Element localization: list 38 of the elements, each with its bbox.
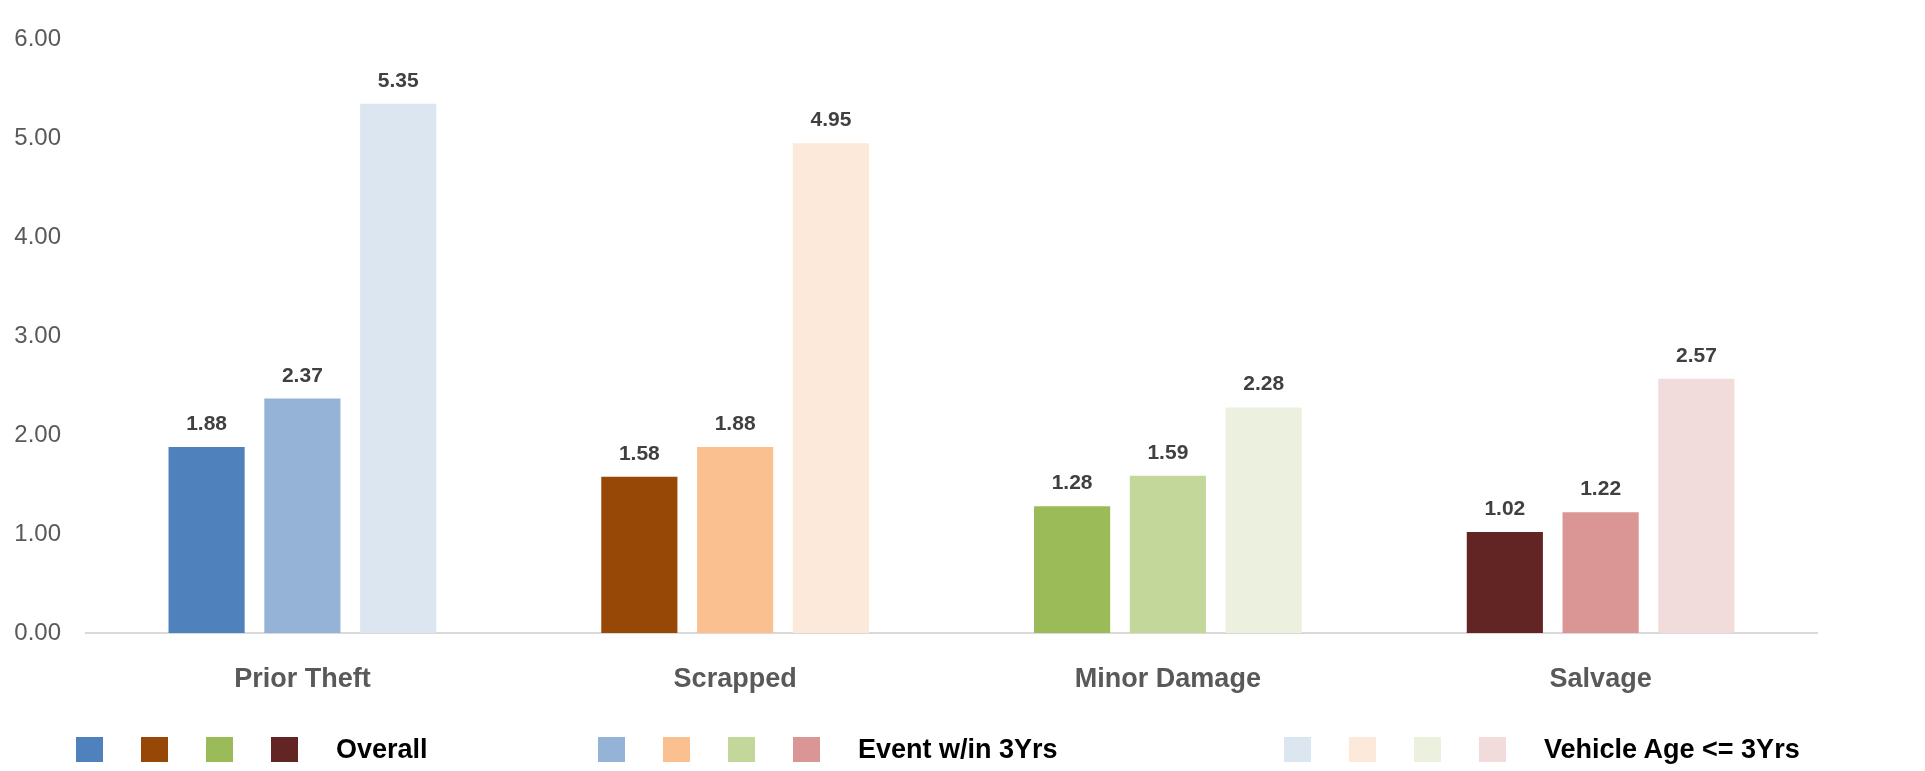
data-label: 2.37 [281,362,323,386]
y-tick-label: 0.00 [14,617,61,645]
y-tick-label: 6.00 [14,24,61,52]
bar [264,398,341,633]
data-label: 5.35 [377,67,419,91]
y-tick-label: 5.00 [14,122,61,150]
bar [697,447,774,633]
legend-label: Overall [336,733,428,765]
data-label: 1.22 [1580,476,1622,500]
legend-label: Vehicle Age <= 3Yrs [1544,733,1800,765]
data-label: 4.95 [810,107,852,131]
bar [792,143,869,633]
x-tick-label: Scrapped [673,662,797,693]
data-label: 1.02 [1484,496,1526,520]
data-label: 1.59 [1147,439,1189,463]
data-label: 2.28 [1243,371,1285,395]
data-label: 1.88 [186,411,228,435]
bar [1466,532,1543,633]
data-label: 2.57 [1675,342,1717,366]
bar [1562,512,1639,633]
bar [1658,378,1735,633]
legend-label: Event w/in 3Yrs [858,733,1058,765]
bar [168,447,245,633]
y-tick-label: 1.00 [14,518,61,546]
data-label: 1.88 [714,411,756,435]
bar [1129,475,1206,633]
bar [601,476,678,633]
x-tick-label: Minor Damage [1074,662,1261,693]
y-tick-label: 3.00 [14,320,61,348]
data-label: 1.28 [1051,470,1093,494]
y-tick-label: 2.00 [14,419,61,447]
y-tick-label: 4.00 [14,221,61,249]
x-tick-label: Salvage [1549,662,1652,693]
bar [360,103,437,633]
data-label: 1.58 [618,440,661,464]
bar [1225,407,1302,633]
bar [1034,506,1111,633]
x-tick-label: Prior Theft [234,662,371,693]
